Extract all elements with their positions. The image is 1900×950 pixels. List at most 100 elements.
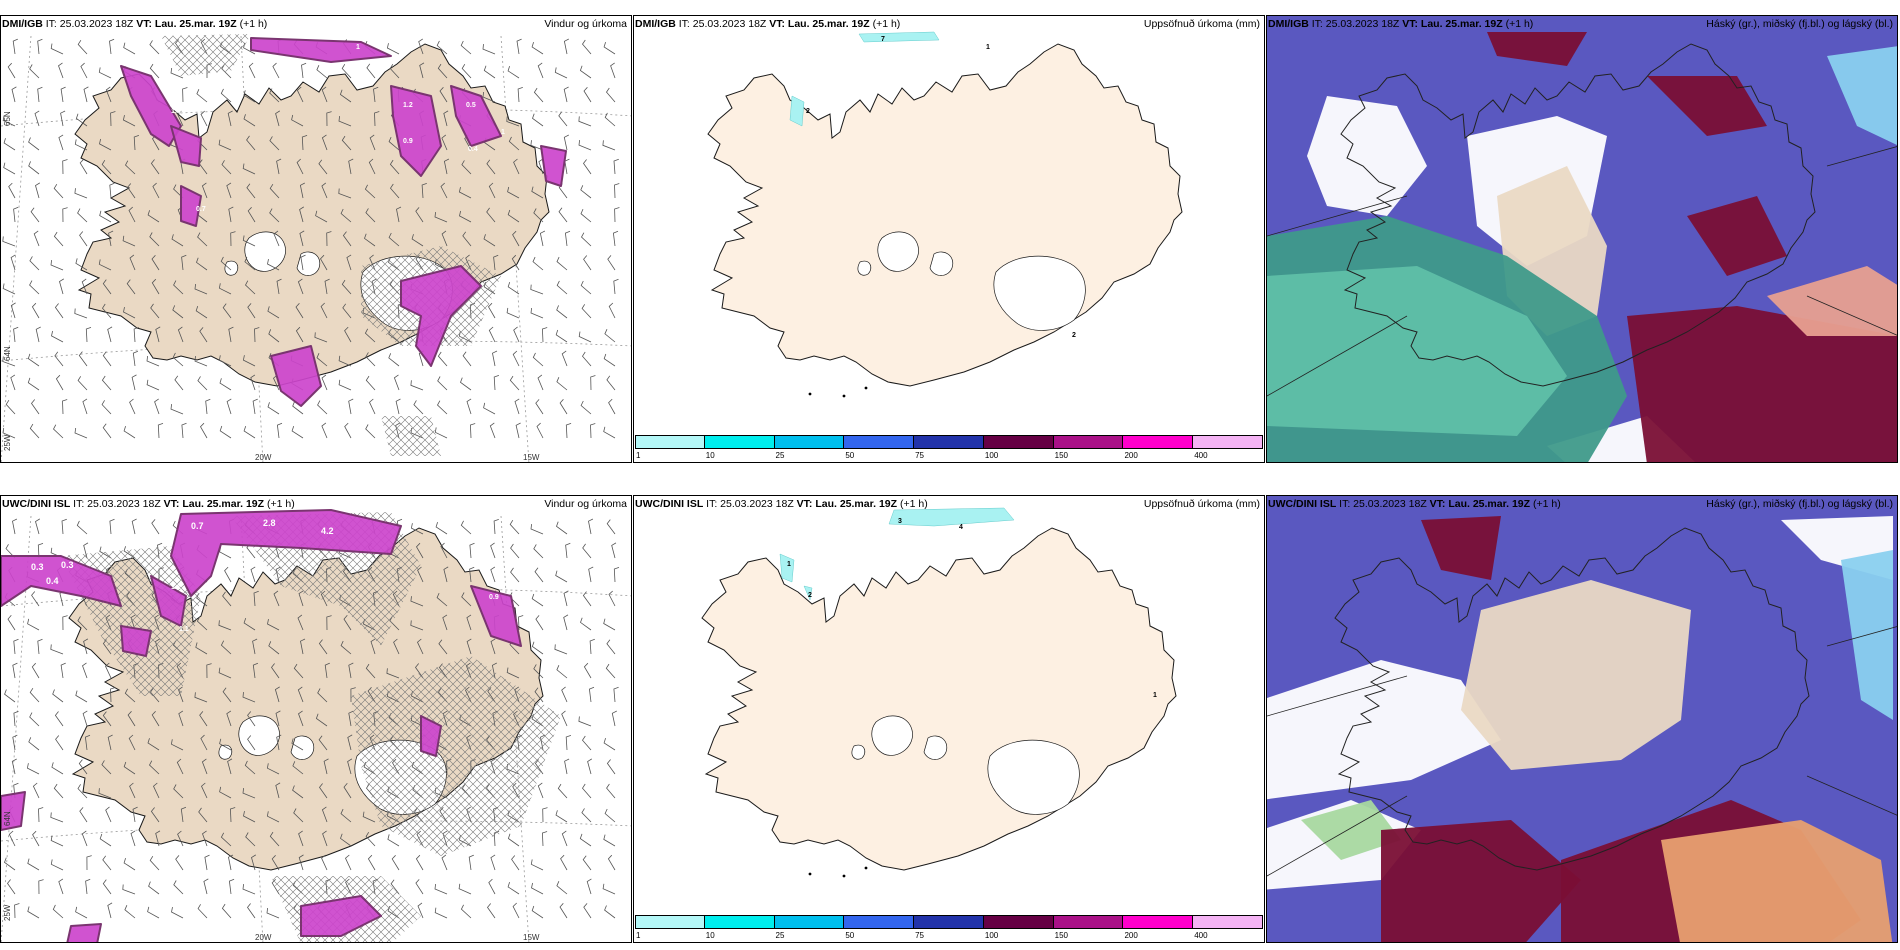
wind-barb: [26, 763, 40, 775]
wind-barb: [154, 398, 160, 415]
wind-barb: [276, 158, 282, 175]
wind-barb: [293, 663, 304, 679]
wind-barb: [507, 186, 520, 199]
wind-barb: [268, 329, 280, 343]
wind-barb: [579, 65, 592, 79]
wind-barb: [110, 111, 116, 127]
wind-barb: [460, 520, 472, 535]
wind-barb: [28, 161, 40, 175]
wind-barb: [221, 903, 232, 919]
precip-value-label: 0.4: [46, 576, 59, 586]
wind-barb: [243, 90, 256, 103]
wind-barb: [200, 422, 208, 439]
lon-label-25w: 25W: [3, 904, 12, 921]
wind-barb: [582, 783, 592, 799]
accum-value-label: 4: [959, 524, 963, 531]
wind-barb: [483, 402, 496, 415]
wind-barb: [242, 235, 256, 247]
wind-barb: [297, 278, 304, 295]
wind-barb: [11, 86, 17, 103]
wind-barb: [54, 711, 64, 727]
wind-barb: [614, 207, 620, 223]
wind-barb: [77, 208, 88, 223]
wind-barb: [603, 426, 616, 439]
wind-barb: [606, 783, 616, 799]
wind-barb: [102, 423, 112, 439]
wind-barb: [299, 182, 305, 199]
wind-barb: [530, 140, 544, 151]
wind-barb: [50, 260, 64, 271]
wind-barb: [393, 374, 400, 391]
wind-barb: [486, 207, 496, 223]
wind-barb: [27, 377, 40, 391]
wind-barb: [230, 231, 236, 247]
wind-barb: [602, 140, 616, 151]
wind-barb: [76, 520, 88, 535]
wind-barb: [301, 135, 308, 151]
wind-barb: [613, 278, 619, 295]
wind-barb: [344, 326, 352, 343]
wind-barb: [365, 352, 376, 367]
precipitation-area: [250, 37, 392, 63]
wind-barb: [276, 278, 282, 295]
wind-barb: [348, 710, 354, 727]
wind-barb: [4, 857, 16, 871]
precip-value-label: 0.3: [61, 560, 74, 570]
grid-line: [1267, 146, 1897, 397]
wind-barb: [299, 230, 305, 247]
wind-barb: [84, 734, 91, 751]
wind-barb: [75, 906, 88, 919]
glacier-area: [929, 251, 954, 276]
wind-barb: [170, 67, 184, 79]
wind-barb: [74, 188, 88, 199]
wind-barb: [603, 353, 616, 367]
colorbar-tick-label: 200: [1124, 451, 1138, 460]
wind-barb: [78, 351, 88, 367]
accum-areas: [779, 507, 1015, 878]
wind-barb: [123, 857, 136, 871]
precipitation-area: [420, 715, 442, 757]
wind-barb: [318, 735, 328, 751]
wind-barb: [129, 254, 136, 271]
wind-barb: [7, 62, 16, 79]
wind-barb: [3, 138, 16, 151]
wind-barb: [603, 618, 616, 631]
wind-barb: [458, 883, 472, 895]
wind-barb: [513, 158, 520, 175]
wind-barb: [2, 283, 16, 295]
wind-barb: [443, 566, 449, 583]
wind-barb: [35, 182, 41, 199]
wind-barb: [603, 737, 616, 751]
wind-barb: [605, 663, 616, 679]
wind-barb: [348, 158, 354, 175]
wind-barb: [196, 616, 208, 631]
wind-barb: [541, 831, 548, 847]
wind-barb: [266, 811, 280, 823]
wind-barb: [53, 783, 64, 799]
wind-barb: [605, 87, 616, 103]
wind-barb: [611, 710, 617, 727]
iceland-landmass: [701, 527, 1177, 871]
wind-barb: [507, 833, 520, 847]
wind-barb: [588, 518, 594, 535]
precip-value-label: 1.1: [179, 626, 189, 633]
wind-barb: [50, 43, 64, 55]
colorbar-swatch: [635, 435, 705, 449]
wind-barb: [563, 614, 569, 631]
wind-barb: [243, 425, 256, 439]
wind-barb: [58, 134, 64, 151]
wind-barb: [267, 619, 280, 631]
wind-barb: [79, 231, 88, 247]
wind-barb: [340, 640, 352, 655]
wind-barb: [413, 400, 424, 415]
lat-label-65n: 65N: [633, 576, 635, 591]
glacier-area: [877, 231, 919, 272]
lat-label-65n: 65N: [633, 81, 635, 96]
colorbar-swatch: [983, 915, 1054, 929]
wind-barb: [507, 281, 520, 295]
wind-barb: [518, 615, 524, 631]
valid-time: VT: Lau. 25.mar. 19Z: [769, 18, 870, 30]
accum-precip-area: [789, 95, 805, 127]
panel-dmi-wind-precip: DMI/IGB IT: 25.03.2023 18Z VT: Lau. 25.m…: [0, 15, 632, 463]
wind-barb: [173, 184, 184, 199]
